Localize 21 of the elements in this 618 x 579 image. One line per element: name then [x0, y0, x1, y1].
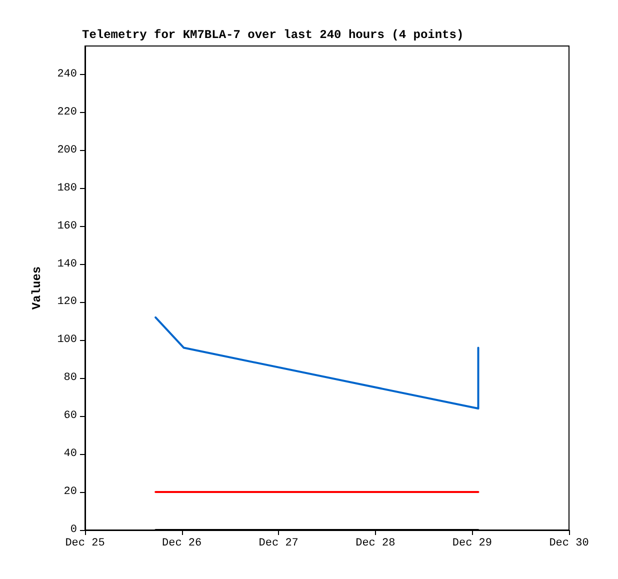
x-tick-label: Dec 30	[549, 538, 589, 550]
y-tick-label: 140	[57, 258, 77, 270]
y-tick-label: 220	[57, 106, 77, 118]
y-tick-label: 200	[57, 144, 77, 156]
x-tick-label: Dec 26	[162, 538, 202, 550]
y-tick-label: 20	[64, 486, 77, 498]
x-tick-label: Dec 28	[356, 538, 396, 550]
y-tick-label: 80	[64, 372, 77, 384]
x-tick-label: Dec 29	[452, 538, 492, 550]
y-tick-label: 120	[57, 296, 77, 308]
y-tick-label: 40	[64, 448, 77, 460]
y-tick-label: 180	[57, 182, 77, 194]
y-tick-label: 100	[57, 334, 77, 346]
x-tick-label: Dec 27	[258, 538, 298, 550]
x-tick-label: Dec 25	[65, 538, 105, 550]
y-axis-title: Values	[30, 266, 44, 310]
y-tick-label: 240	[57, 68, 77, 80]
chart-title: Telemetry for KM7BLA-7 over last 240 hours (4 points)	[82, 28, 464, 42]
y-tick-label: 60	[64, 410, 77, 422]
y-tick-label: 160	[57, 220, 77, 232]
y-tick-label: 0	[70, 524, 77, 536]
